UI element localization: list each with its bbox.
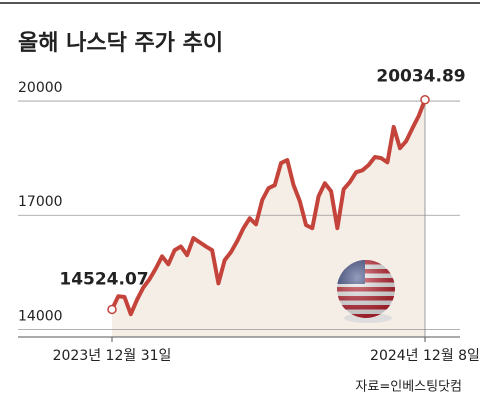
end-marker — [107, 304, 117, 315]
end-marker — [420, 94, 430, 105]
chart-title: 올해 나스닥 주가 추이 — [18, 31, 223, 56]
data-label: 14524.07 — [59, 269, 148, 289]
y-tick-label: 14000 — [18, 308, 63, 324]
source: 자료=인베스팅닷컴 — [355, 380, 462, 395]
plot: 14000 17000 20000 14524.07 20034.89 2023년 12월… — [18, 67, 480, 364]
x-tick-label: 2023년 12월 31일 — [53, 348, 172, 364]
y-tick-label: 17000 — [18, 194, 63, 210]
x-tick-label: 2024년 12월 8일 — [370, 348, 480, 364]
data-label: 20034.89 — [376, 67, 465, 87]
y-tick-label: 20000 — [18, 80, 63, 96]
line — [110, 99, 427, 317]
